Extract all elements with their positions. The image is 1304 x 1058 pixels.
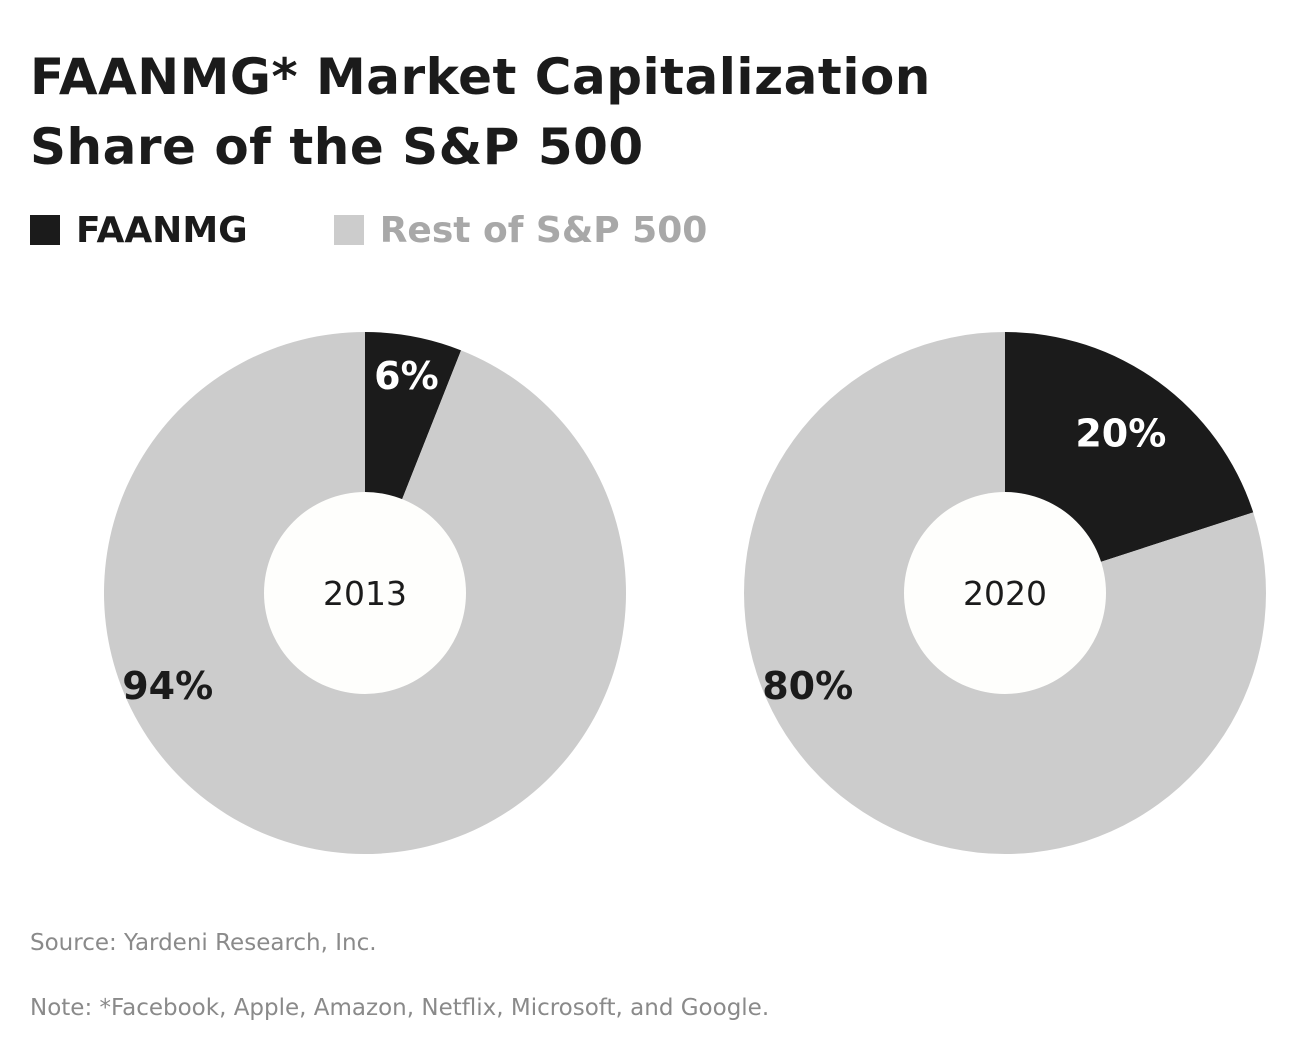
legend-item-faanmg: FAANMG bbox=[30, 210, 248, 251]
legend-item-rest: Rest of S&P 500 bbox=[333, 209, 708, 251]
center-label-2020: 2020 bbox=[963, 574, 1047, 613]
slice-label-rest-of-s-p-500-2020: 80% bbox=[762, 664, 853, 708]
legend-label-faanmg: FAANMG bbox=[76, 209, 248, 251]
donut-hole-2013 bbox=[264, 492, 466, 694]
center-label-2013: 2013 bbox=[323, 574, 407, 613]
chart-title-line-2: Share of the S&P 500 bbox=[30, 118, 644, 176]
footnote: Note: *Facebook, Apple, Amazon, Netflix,… bbox=[30, 995, 770, 1021]
donut-chart-2020: 2020 20% 80% bbox=[744, 332, 1266, 855]
legend-swatch-rest bbox=[333, 215, 364, 245]
slice-label-rest-of-s-p-500-2013: 94% bbox=[122, 664, 213, 708]
chart-title: FAANMG* Market Capitalization Share of t… bbox=[30, 42, 931, 182]
source-note: Source: Yardeni Research, Inc. bbox=[30, 930, 377, 956]
slice-label-faanmg-2020: 20% bbox=[1075, 412, 1166, 456]
chart-title-line-1: FAANMG* Market Capitalization bbox=[30, 48, 931, 106]
slice-label-faanmg-2013: 6% bbox=[374, 354, 439, 398]
chart-legend: FAANMG Rest of S&P 500 bbox=[30, 205, 793, 255]
donut-chart-2013: 2013 6% 94% bbox=[103, 332, 626, 855]
legend-swatch-faanmg bbox=[30, 215, 60, 245]
donut-hole-2020 bbox=[904, 492, 1106, 694]
legend-label-rest: Rest of S&P 500 bbox=[379, 209, 708, 251]
